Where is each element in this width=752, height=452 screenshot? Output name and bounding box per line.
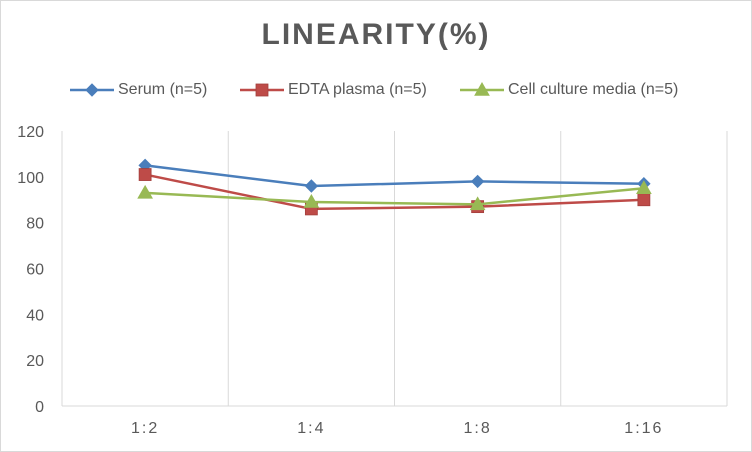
x-tick-label: 1:8 [464, 420, 492, 437]
y-tick-label: 120 [17, 124, 44, 141]
series-line-edta-plasma [144, 173, 644, 211]
data-point-cell-culture-media [636, 180, 652, 195]
legend-item-serum: Serum (n=5) [70, 78, 207, 102]
y-tick-label: 60 [26, 262, 44, 279]
chart-title: LINEARITY(%) [261, 18, 491, 51]
legend-marker-serum [70, 83, 114, 97]
legend-symbol-serum [85, 83, 99, 97]
series-line-cell-culture-media [145, 187, 644, 206]
legend-label-cell-culture-media: Cell culture media (n=5) [508, 81, 679, 98]
legend-label-edta-plasma: EDTA plasma (n=5) [288, 81, 427, 98]
data-point-cell-culture-media [469, 196, 486, 211]
data-point-cell-culture-media [137, 184, 153, 199]
y-tick-label: 80 [26, 216, 44, 233]
y-tick-label: 20 [26, 353, 44, 370]
y-tick-label: 100 [17, 170, 44, 187]
legend-marker-edta-plasma [240, 83, 284, 97]
legend: Serum (n=5) EDTA plasma (n=5) Cell cultu… [0, 78, 752, 102]
legend-item-edta-plasma: EDTA plasma (n=5) [240, 78, 427, 102]
y-tick-label: 40 [26, 307, 44, 324]
legend-label-serum: Serum (n=5) [118, 81, 208, 98]
y-tick-label: 0 [35, 399, 44, 416]
legend-marker-cell-culture-media [460, 82, 504, 96]
legend-symbol-cell-culture-media [474, 82, 490, 96]
data-point-serum [304, 179, 319, 193]
legend-item-cell-culture-media: Cell culture media (n=5) [460, 78, 678, 102]
data-point-cell-culture-media [303, 194, 320, 208]
x-tick-label: 1:16 [624, 420, 663, 437]
data-point-edta-plasma [138, 168, 152, 181]
data-point-edta-plasma [637, 193, 651, 207]
x-tick-label: 1:2 [131, 420, 159, 437]
x-tick-label: 1:4 [297, 420, 325, 437]
data-point-serum [470, 174, 485, 189]
series-line-serum [144, 164, 644, 188]
legend-symbol-edta-plasma [255, 83, 269, 97]
